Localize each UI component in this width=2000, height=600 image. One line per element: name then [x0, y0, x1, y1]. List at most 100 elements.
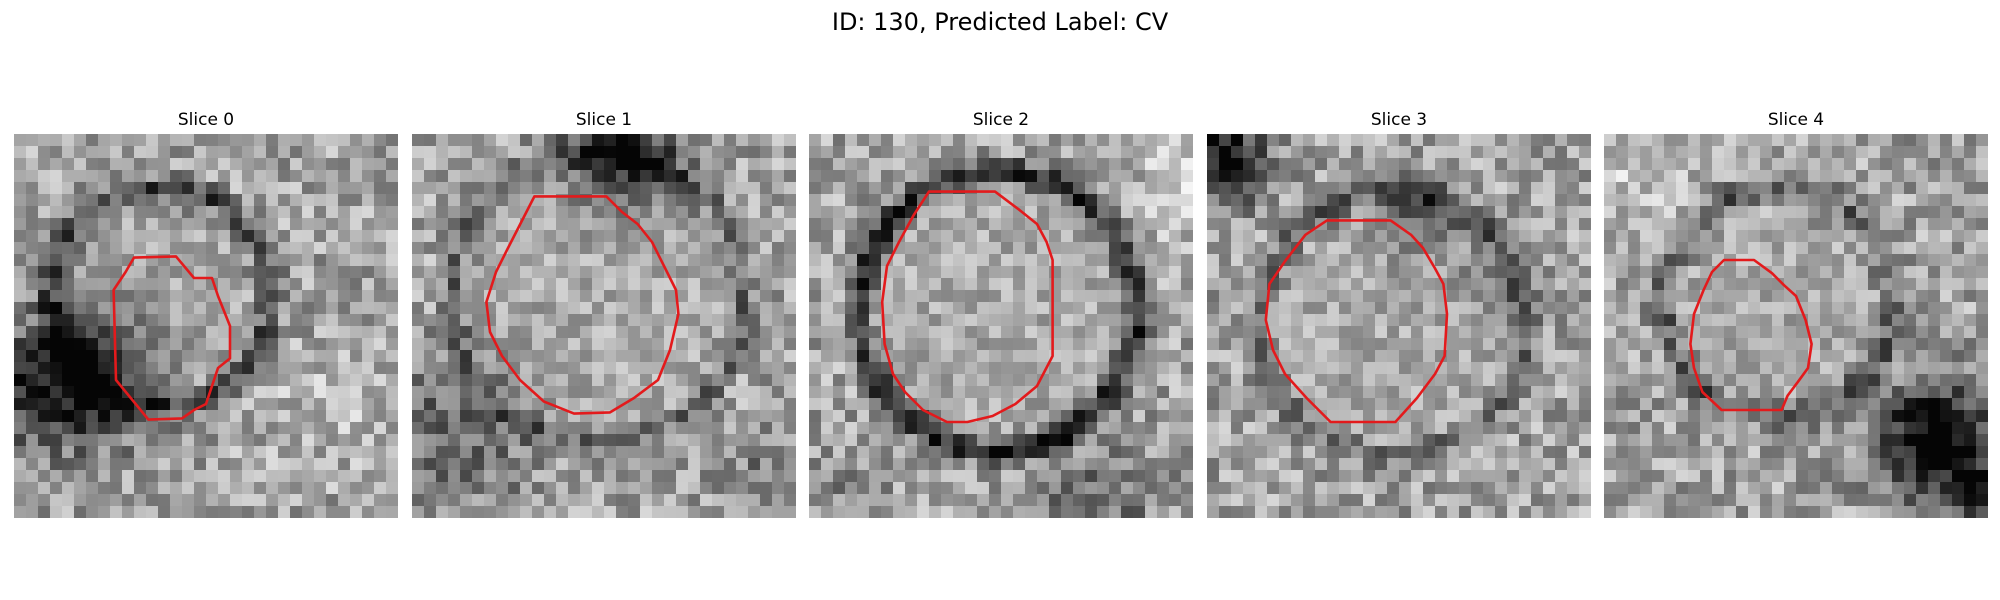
image-pixel — [1145, 146, 1158, 159]
image-pixel — [386, 374, 398, 387]
image-pixel — [1495, 326, 1508, 339]
image-pixel — [1519, 170, 1532, 183]
image-pixel — [1531, 482, 1544, 495]
image-pixel — [1832, 242, 1845, 255]
image-pixel — [652, 386, 665, 399]
image-pixel — [1109, 278, 1122, 291]
image-pixel — [314, 506, 327, 518]
image-pixel — [146, 230, 159, 243]
image-pixel — [1579, 302, 1591, 315]
image-pixel — [338, 278, 351, 291]
image-pixel — [1664, 242, 1677, 255]
image-pixel — [869, 410, 882, 423]
image-pixel — [1880, 374, 1893, 387]
image-pixel — [386, 170, 398, 183]
image-pixel — [314, 458, 327, 471]
image-pixel — [472, 386, 485, 399]
image-pixel — [1327, 458, 1340, 471]
image-pixel — [50, 470, 63, 483]
image-pixel — [1495, 242, 1508, 255]
image-pixel — [448, 482, 461, 495]
image-pixel — [1097, 374, 1110, 387]
image-pixel — [374, 362, 387, 375]
image-pixel — [1531, 266, 1544, 279]
image-pixel — [1085, 374, 1098, 387]
image-pixel — [736, 170, 749, 183]
image-pixel — [1207, 458, 1220, 471]
image-pixel — [1447, 350, 1460, 363]
image-pixel — [881, 158, 894, 171]
image-pixel — [1303, 422, 1316, 435]
image-pixel — [977, 230, 990, 243]
image-pixel — [1133, 326, 1146, 339]
image-pixel — [1519, 362, 1532, 375]
image-pixel — [1940, 410, 1953, 423]
image-pixel — [218, 290, 231, 303]
image-pixel — [266, 326, 279, 339]
image-pixel — [1808, 230, 1821, 243]
image-pixel — [1868, 278, 1881, 291]
image-pixel — [122, 494, 135, 507]
image-pixel — [1567, 158, 1580, 171]
image-pixel — [508, 146, 521, 159]
image-pixel — [496, 158, 509, 171]
image-pixel — [929, 218, 942, 231]
image-pixel — [182, 386, 195, 399]
image-pixel — [1363, 482, 1376, 495]
image-pixel — [1664, 206, 1677, 219]
image-pixel — [194, 194, 207, 207]
image-pixel — [158, 158, 171, 171]
image-pixel — [604, 374, 617, 387]
image-pixel — [1121, 182, 1134, 195]
image-pixel — [1013, 398, 1026, 411]
image-pixel — [326, 338, 339, 351]
image-pixel — [1844, 350, 1857, 363]
image-pixel — [893, 506, 906, 518]
image-pixel — [1808, 458, 1821, 471]
image-pixel — [1423, 338, 1436, 351]
image-pixel — [1339, 242, 1352, 255]
image-pixel — [1255, 242, 1268, 255]
image-pixel — [1109, 422, 1122, 435]
image-pixel — [688, 146, 701, 159]
image-pixel — [1880, 194, 1893, 207]
image-pixel — [374, 350, 387, 363]
image-pixel — [640, 458, 653, 471]
image-pixel — [1013, 482, 1026, 495]
image-pixel — [98, 338, 111, 351]
image-pixel — [1519, 410, 1532, 423]
image-pixel — [1772, 326, 1785, 339]
image-pixel — [386, 482, 398, 495]
image-pixel — [857, 278, 870, 291]
image-pixel — [170, 278, 183, 291]
image-pixel — [290, 254, 303, 267]
image-pixel — [386, 422, 398, 435]
image-pixel — [1868, 386, 1881, 399]
image-pixel — [412, 374, 425, 387]
panel-title-slice-2: Slice 2 — [972, 110, 1030, 130]
image-pixel — [1207, 374, 1220, 387]
image-pixel — [1351, 386, 1364, 399]
image-pixel — [977, 134, 990, 147]
image-pixel — [50, 290, 63, 303]
image-pixel — [929, 194, 942, 207]
image-pixel — [1471, 458, 1484, 471]
image-pixel — [1447, 230, 1460, 243]
image-pixel — [206, 410, 219, 423]
image-pixel — [1832, 338, 1845, 351]
image-pixel — [1471, 494, 1484, 507]
image-pixel — [869, 170, 882, 183]
image-pixel — [230, 422, 243, 435]
image-pixel — [74, 302, 87, 315]
image-pixel — [712, 434, 725, 447]
image-pixel — [664, 182, 677, 195]
image-pixel — [508, 182, 521, 195]
image-pixel — [628, 326, 641, 339]
image-pixel — [628, 410, 641, 423]
image-pixel — [1664, 362, 1677, 375]
image-pixel — [1001, 350, 1014, 363]
image-pixel — [568, 230, 581, 243]
image-pixel — [424, 338, 437, 351]
image-pixel — [1784, 218, 1797, 231]
image-pixel — [1664, 434, 1677, 447]
